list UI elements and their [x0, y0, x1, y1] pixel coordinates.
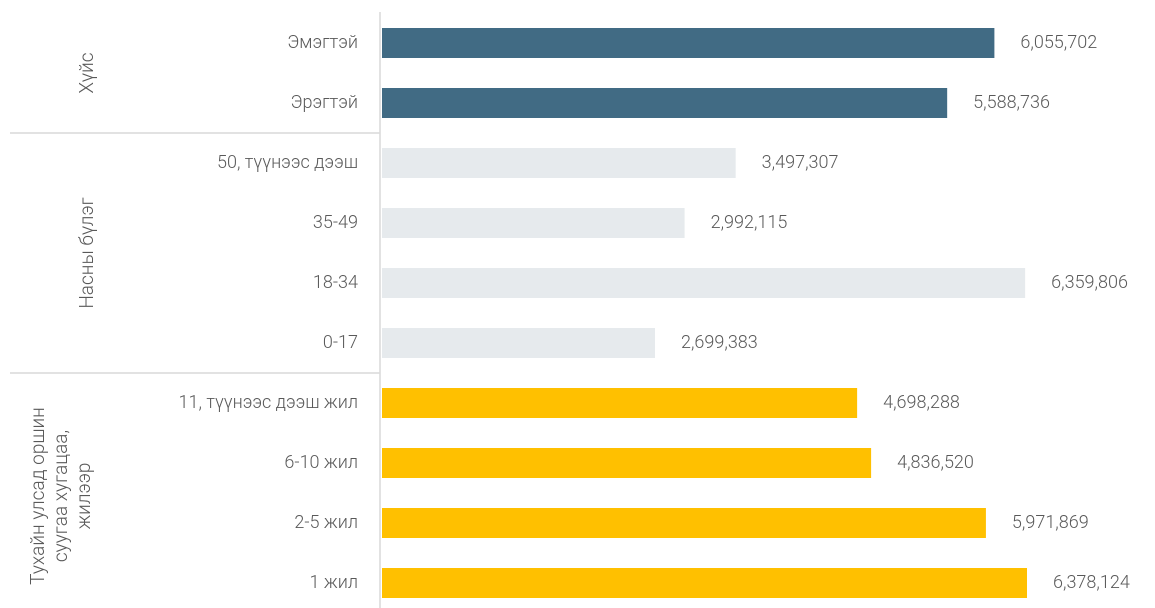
value-label: 6,359,806	[1051, 272, 1128, 293]
bar	[382, 148, 736, 178]
category-label: 11, түүнээс дээш жил	[179, 392, 358, 413]
category-label: 35-49	[313, 212, 358, 233]
bar	[382, 268, 1026, 298]
category-label: Эмэгтэй	[287, 32, 358, 53]
category-label: Эрэгтэй	[291, 92, 358, 113]
value-label: 6,378,124	[1053, 572, 1130, 593]
bar	[382, 388, 858, 418]
bar	[382, 568, 1027, 598]
value-label: 2,699,383	[681, 332, 758, 353]
group-label: Тухайн улсад оршин	[26, 407, 49, 585]
value-label: 4,836,520	[897, 452, 974, 473]
bar	[382, 328, 655, 358]
category-label: 2-5 жил	[294, 512, 358, 533]
category-label: 0-17	[323, 332, 358, 353]
category-label: 18-34	[313, 272, 358, 293]
value-label: 5,971,869	[1012, 512, 1089, 533]
category-label: 6-10 жил	[284, 452, 358, 473]
value-label: 3,497,307	[762, 152, 839, 173]
bar	[382, 448, 872, 478]
category-label: 1 жил	[310, 572, 358, 593]
value-label: 4,698,288	[883, 392, 960, 413]
bar	[382, 508, 986, 538]
value-label: 5,588,736	[973, 92, 1050, 113]
group-label: суугаа хугацаа,	[49, 430, 72, 562]
group-label: жилээр	[72, 463, 95, 530]
group-label: Хүйс	[75, 52, 98, 93]
bar	[382, 208, 685, 238]
category-label: 50, түүнээс дээш	[217, 152, 358, 173]
bar	[382, 28, 995, 58]
value-label: 2,992,115	[711, 212, 788, 233]
group-label: Насны бүлэг	[75, 197, 98, 308]
value-label: 6,055,702	[1020, 32, 1097, 53]
bar	[382, 88, 948, 118]
